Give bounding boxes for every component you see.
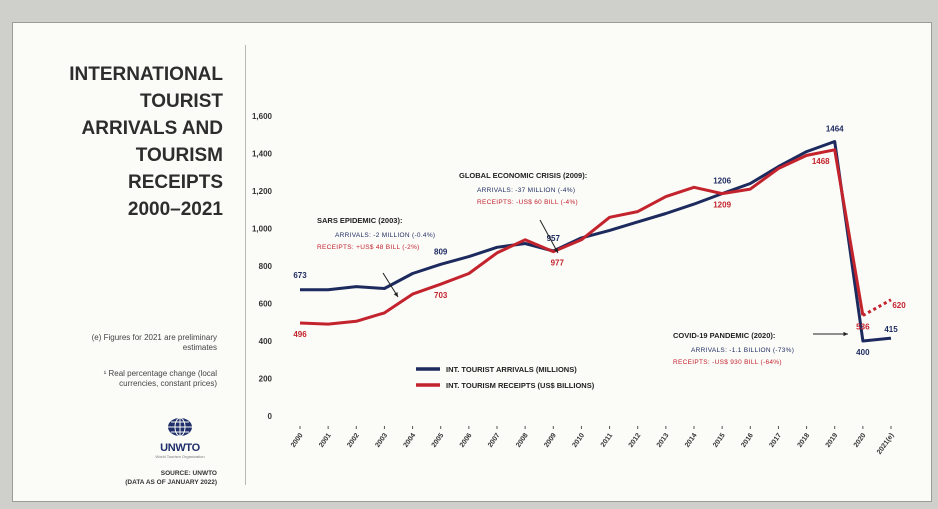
unwto-logo: UNWTO World Tourism Organization [145,417,215,459]
chart-card: INTERNATIONAL TOURIST ARRIVALS AND TOURI… [12,22,932,502]
annotation-arrowhead [393,292,398,297]
logo-subtitle: World Tourism Organization [155,454,205,459]
x-tick-label: 2010 [571,432,586,449]
x-tick-label: 2005 [431,432,446,449]
y-tick-label: 600 [259,300,273,309]
x-tick-label: 2016 [740,432,755,449]
data-label: 415 [884,325,898,334]
data-label: 809 [434,247,448,256]
x-tick-label: 2007 [487,432,502,449]
data-label: 1464 [826,125,844,134]
x-tick-label: 2000 [290,432,305,449]
x-tick-label: 2019 [825,432,840,449]
source-note: SOURCE: UNWTO (DATA AS OF JANUARY 2022) [125,470,217,486]
data-label: 536 [856,323,870,332]
annotation-receipts: RECEIPTS: +US$ 48 BILL (-2%) [317,244,420,251]
annotation-arrivals: ARRIVALS: -1.1 BILLION (-73%) [691,347,794,354]
annotation-arrow-line [539,219,559,254]
chart-title: INTERNATIONAL TOURIST ARRIVALS AND TOURI… [69,64,223,220]
x-tick-label: 2012 [628,432,643,449]
y-tick-label: 1,600 [252,112,273,121]
x-tick-label: 2001 [318,432,333,449]
legend-label: INT. TOURISM RECEIPTS (US$ BILLIONS) [446,381,595,390]
y-tick-label: 1,400 [252,150,273,159]
y-tick-label: 800 [259,262,273,271]
data-label: 496 [293,330,307,339]
annotation-title: SARS EPIDEMIC (2003): [317,216,402,225]
data-label: 1206 [713,177,731,186]
series-line-1 [299,148,865,326]
left-panel: INTERNATIONAL TOURIST ARRIVALS AND TOURI… [13,23,233,501]
x-tick-label: 2006 [459,432,474,449]
vertical-divider [245,45,246,485]
y-tick-label: 1,000 [252,225,273,234]
annotation-receipts: RECEIPTS: -US$ 930 BILL (-64%) [673,359,782,366]
x-tick-label: 2021(e) [876,432,896,456]
series-line-estimate-1 [862,298,892,317]
x-tick-label: 2003 [374,432,389,449]
y-tick-label: 400 [259,337,273,346]
y-tick-label: 1,200 [252,187,273,196]
annotation-arrowhead [553,248,558,253]
x-tick-label: 2020 [853,432,868,449]
annotation-title: COVID-19 PANDEMIC (2020): [673,331,775,340]
annotation-arrowhead [843,331,848,337]
y-tick-label: 200 [259,375,273,384]
data-label: 977 [551,259,565,268]
data-label: 957 [547,234,561,243]
real-change-note: ¹ Real percentage change (local currenci… [103,369,217,388]
data-label: 400 [856,348,870,357]
x-tick-label: 2011 [600,432,615,449]
x-tick-label: 2018 [797,432,812,449]
x-tick-label: 2008 [515,432,530,449]
preliminary-note: (e) Figures for 2021 are preliminary est… [91,333,217,352]
x-tick-label: 2002 [346,432,361,449]
x-tick-label: 2013 [656,432,671,449]
data-label: 1468 [812,157,830,166]
series-line-0 [300,140,892,343]
y-tick-label: 0 [268,412,273,421]
line-chart: 0 200 400 600 800 1,000 1,200 1,400 1,600 2000 200… [252,112,906,456]
x-tick-label: 2004 [403,432,418,449]
annotation-title: GLOBAL ECONOMIC CRISIS (2009): [459,171,587,180]
data-label: 1209 [713,201,731,210]
annotation-receipts: RECEIPTS: -US$ 60 BILL (-4%) [477,199,578,206]
logo-name: UNWTO [160,442,200,454]
annotation-arrivals: ARRIVALS: -2 MILLION (-0.4%) [335,232,435,239]
x-tick-label: 2009 [543,432,558,449]
data-label: 673 [293,271,307,280]
data-label: 620 [892,301,906,310]
legend-label: INT. TOURIST ARRIVALS (MILLIONS) [446,365,577,374]
x-tick-label: 2014 [684,432,699,449]
data-label: 703 [434,291,448,300]
globe-icon [168,417,192,437]
annotation-arrivals: ARRIVALS: -37 MILLION (-4%) [477,187,575,194]
annotation-arrow-line [382,272,399,298]
x-tick-label: 2017 [768,432,783,449]
x-tick-label: 2015 [712,432,727,449]
